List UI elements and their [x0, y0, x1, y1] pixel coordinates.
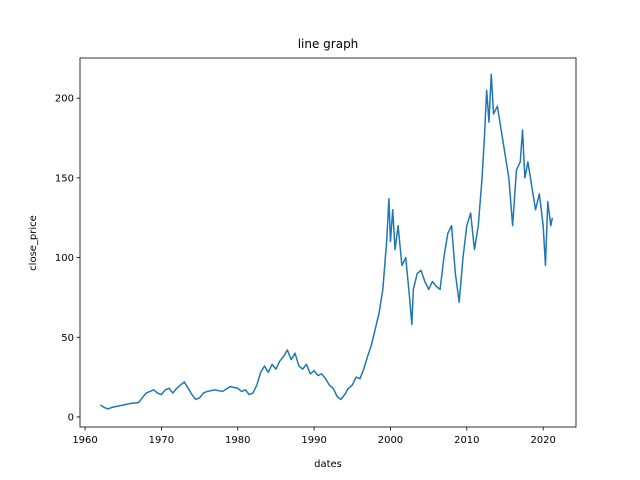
y-tick-label: 100 [55, 253, 74, 264]
y-tick-label: 150 [55, 173, 74, 184]
y-axis-label: close_price [28, 215, 39, 271]
x-tick-label: 2000 [378, 435, 403, 446]
x-tick-label: 1980 [225, 435, 250, 446]
chart-title: line graph [298, 37, 359, 51]
y-tick-label: 200 [55, 94, 74, 105]
x-tick-label: 1990 [301, 435, 326, 446]
x-axis-label: dates [314, 459, 342, 470]
axes-frame [79, 57, 577, 428]
y-tick-label: 0 [68, 412, 74, 423]
data-line [99, 73, 554, 410]
y-tick-label: 50 [61, 333, 74, 344]
x-tick-label: 1970 [149, 435, 174, 446]
x-tick-label: 2020 [530, 435, 555, 446]
x-tick-label: 2010 [454, 435, 479, 446]
x-tick-label: 1960 [72, 435, 97, 446]
